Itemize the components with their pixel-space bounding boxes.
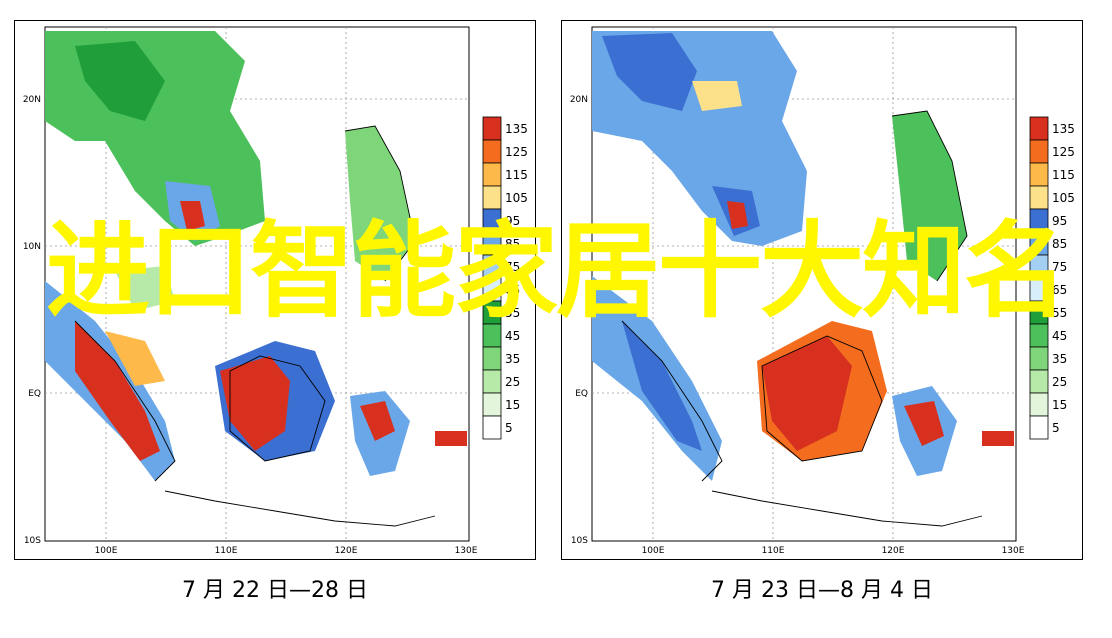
legend-label: 115	[505, 168, 528, 182]
legend-swatch	[482, 346, 502, 371]
legend-label: 95	[505, 214, 520, 228]
legend-swatch	[482, 139, 502, 164]
legend-swatch	[1029, 162, 1049, 187]
lon-label-120e: 120E	[335, 546, 358, 556]
legend-swatch	[1029, 415, 1049, 440]
lon-label-100e: 100E	[95, 546, 118, 556]
legend-label: 5	[1052, 421, 1060, 435]
legend-swatch	[1029, 346, 1049, 371]
legend-swatch	[1029, 139, 1049, 164]
lon-label-110e: 110E	[762, 546, 785, 556]
legend-swatch	[1029, 392, 1049, 417]
legend-label: 125	[505, 145, 528, 159]
lat-label-20n: 20N	[570, 95, 588, 105]
legend-swatch	[1029, 254, 1049, 279]
legend-swatch	[482, 254, 502, 279]
legend-label: 15	[1052, 398, 1067, 412]
legend-label: 35	[505, 352, 520, 366]
rainfall-field	[592, 31, 1014, 481]
legend-label: 85	[505, 237, 520, 251]
lat-label-10n: 10N	[23, 242, 41, 252]
legend-label: 115	[1052, 168, 1075, 182]
legend-label: 85	[1052, 237, 1067, 251]
lat-label-eq: EQ	[28, 389, 41, 399]
lon-label-120e: 120E	[882, 546, 905, 556]
legend-swatch	[1029, 185, 1049, 210]
legend-label: 45	[1052, 329, 1067, 343]
legend-swatch	[482, 369, 502, 394]
lat-label-eq: EQ	[575, 389, 588, 399]
legend-label: 25	[1052, 375, 1067, 389]
legend-swatch	[482, 415, 502, 440]
legend-label: 55	[505, 306, 520, 320]
legend-label: 135	[505, 122, 528, 136]
legend-swatch	[482, 231, 502, 256]
lon-label-130e: 130E	[455, 546, 478, 556]
legend-label: 95	[1052, 214, 1067, 228]
legend-swatch	[482, 277, 502, 302]
coastlines	[74, 125, 436, 527]
legend-swatch	[1029, 300, 1049, 325]
lon-label-100e: 100E	[642, 546, 665, 556]
legend-left: 135 125 115 105 95 85 75 65 55 45 35 25 15 5	[482, 116, 528, 440]
legend-swatch	[1029, 231, 1049, 256]
lat-label-10n: 10N	[570, 242, 588, 252]
legend-label: 75	[505, 260, 520, 274]
map-left: 20N 10N EQ 10S 100E 110E 120E 130E 135 12…	[23, 26, 528, 556]
legend-label: 65	[505, 283, 520, 297]
legend-swatch	[482, 116, 502, 141]
legend-swatch	[1029, 208, 1049, 233]
legend-swatch	[482, 323, 502, 348]
legend-label: 15	[505, 398, 520, 412]
caption-left: 7 月 22 日—28 日	[182, 578, 368, 603]
legend-label: 105	[505, 191, 528, 205]
legend-swatch	[482, 185, 502, 210]
coastlines	[621, 110, 983, 527]
legend-label: 5	[505, 421, 513, 435]
legend-swatch	[1029, 116, 1049, 141]
legend-label: 135	[1052, 122, 1075, 136]
legend-label: 35	[1052, 352, 1067, 366]
lat-label-10s: 10S	[24, 536, 41, 546]
lon-label-130e: 130E	[1002, 546, 1025, 556]
lat-label-20n: 20N	[23, 95, 41, 105]
legend-label: 25	[505, 375, 520, 389]
lat-label-10s: 10S	[571, 536, 588, 546]
legend-label: 75	[1052, 260, 1067, 274]
legend-swatch	[482, 300, 502, 325]
legend-swatch	[1029, 369, 1049, 394]
map-right: 20N 10N EQ 10S 100E 110E 120E 130E 135 12…	[570, 26, 1075, 556]
legend-swatch	[1029, 323, 1049, 348]
legend-label: 45	[505, 329, 520, 343]
legend-swatch	[482, 208, 502, 233]
legend-swatch	[482, 392, 502, 417]
legend-right: 135 125 115 105 95 85 75 65 55 45 35 25 15 5	[1029, 116, 1075, 440]
legend-swatch	[1029, 277, 1049, 302]
legend-label: 65	[1052, 283, 1067, 297]
map-panel-right: 20N 10N EQ 10S 100E 110E 120E 130E 135 12…	[561, 20, 1083, 560]
legend-label: 105	[1052, 191, 1075, 205]
legend-swatch	[482, 162, 502, 187]
rainfall-field	[45, 31, 467, 481]
lon-label-110e: 110E	[215, 546, 238, 556]
caption-right: 7 月 23 日—8 月 4 日	[711, 578, 933, 603]
map-panel-left: 20N 10N EQ 10S 100E 110E 120E 130E 135 12…	[14, 20, 536, 560]
legend-label: 55	[1052, 306, 1067, 320]
legend-label: 125	[1052, 145, 1075, 159]
